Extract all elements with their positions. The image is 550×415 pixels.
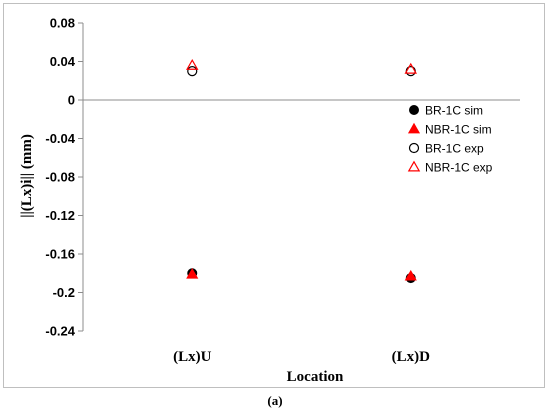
y-tick-label: -0.12	[45, 208, 75, 223]
legend-label: BR-1C exp	[425, 142, 484, 156]
figure-caption: (a)	[267, 393, 283, 408]
legend-label: NBR-1C sim	[425, 123, 492, 137]
legend-marker	[408, 142, 420, 154]
data-point	[404, 269, 417, 281]
data-marks	[186, 58, 417, 284]
y-tick-label: 0.04	[50, 54, 76, 69]
legend: BR-1C sim NBR-1C sim BR-1C exp NBR-1C exp	[407, 104, 493, 175]
data-point	[404, 62, 417, 74]
y-tick-label: -0.2	[53, 285, 75, 300]
y-tick-label: -0.24	[45, 324, 75, 339]
legend-label: BR-1C sim	[425, 104, 483, 118]
legend-marker	[407, 122, 421, 134]
data-point	[187, 66, 198, 77]
data-point	[186, 268, 199, 279]
y-tick-label: 0	[68, 93, 75, 108]
x-category-label: (Lx)U	[173, 349, 211, 365]
data-point	[186, 58, 199, 70]
y-axis: 0.08 0.04 0 -0.04 -0.08 -0.12 -0.16 -0.2 -0.24	[45, 16, 84, 339]
y-tick-label: -0.16	[45, 247, 75, 262]
y-axis-title: ||(Lx)i|| (mm)	[19, 134, 35, 218]
x-axis-title: Location	[287, 369, 344, 385]
legend-label: NBR-1C exp	[425, 161, 493, 175]
y-tick-label: 0.08	[50, 16, 75, 31]
chart-frame	[3, 3, 545, 388]
y-tick-label: -0.08	[45, 170, 75, 185]
data-point	[405, 66, 416, 77]
chart-plot: 0.08 0.04 0 -0.04 -0.08 -0.12 -0.16 -0.2 -0.24 (…	[19, 16, 520, 385]
x-axis: (Lx)U (Lx)D	[83, 99, 520, 365]
x-category-label: (Lx)D	[392, 349, 430, 365]
y-tick-label: -0.04	[45, 131, 75, 146]
legend-marker	[407, 160, 421, 172]
legend-marker	[409, 105, 419, 115]
